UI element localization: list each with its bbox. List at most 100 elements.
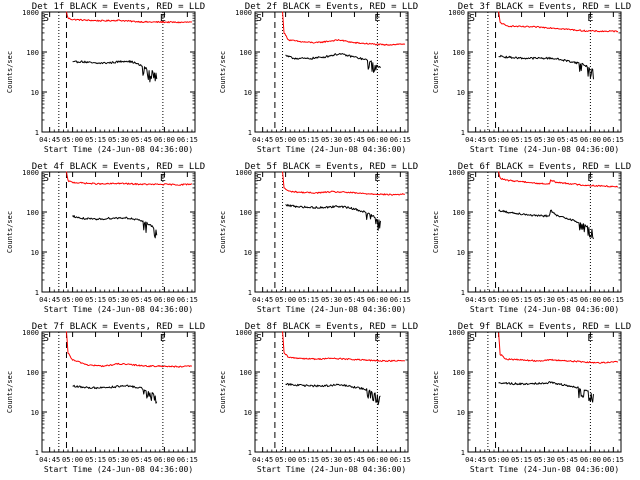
y-tick-label: 1000 xyxy=(235,329,252,337)
y-tick-label: 1000 xyxy=(448,9,465,17)
detector-panel-6: Det 6f BLACK = Events, RED = LLD 1 10 100 10… xyxy=(426,160,639,320)
panel-title: Det 1f BLACK = Events, RED = LLD xyxy=(32,2,205,12)
y-tick-label: 1000 xyxy=(235,169,252,177)
x-tick-label: 05:00 xyxy=(488,296,509,304)
x-tick-label: 05:30 xyxy=(108,456,129,464)
events-series-line xyxy=(498,209,594,240)
end-marker: E xyxy=(160,13,166,24)
events-series-line xyxy=(285,52,381,73)
x-axis-label: Start Time (24-Jun-08 04:36:00) xyxy=(257,145,406,154)
x-tick-label: 05:45 xyxy=(344,136,365,144)
x-tick-label: 05:30 xyxy=(321,136,342,144)
end-marker: E xyxy=(160,333,166,344)
y-axis-label: Counts/sec xyxy=(219,371,227,413)
x-tick-label: 06:00 xyxy=(367,456,388,464)
lld-series-line xyxy=(498,332,619,364)
detector-panel-8: Det 8f BLACK = Events, RED = LLD 1 10 100 10… xyxy=(213,320,426,480)
plot-frame xyxy=(41,11,196,133)
x-tick-label: 06:15 xyxy=(177,456,198,464)
y-tick-label: 1 xyxy=(35,129,39,137)
detector-chart-6: Det 6f BLACK = Events, RED = LLD 1 10 100 10… xyxy=(432,162,631,314)
panel-title: Det 7f BLACK = Events, RED = LLD xyxy=(32,322,205,332)
x-tick-label: 06:00 xyxy=(580,456,601,464)
lld-series-line xyxy=(282,171,406,196)
start-marker: S xyxy=(256,13,262,24)
start-marker: S xyxy=(469,173,475,184)
events-series-line xyxy=(498,54,594,80)
x-tick-label: 05:45 xyxy=(557,296,578,304)
x-tick-label: 06:15 xyxy=(177,296,198,304)
lld-series-line xyxy=(282,11,406,46)
lld-series-line xyxy=(498,171,619,188)
y-tick-label: 1000 xyxy=(235,9,252,17)
x-tick-label: 05:15 xyxy=(298,296,319,304)
x-tick-label: 06:15 xyxy=(603,296,624,304)
plot-frame xyxy=(254,171,409,293)
detector-panel-9: Det 9f BLACK = Events, RED = LLD 1 10 100 10… xyxy=(426,320,639,480)
plot-frame xyxy=(467,11,622,133)
plot-frame xyxy=(41,331,196,453)
y-tick-label: 1 xyxy=(35,449,39,457)
panel-title: Det 4f BLACK = Events, RED = LLD xyxy=(32,162,205,172)
x-axis-label: Start Time (24-Jun-08 04:36:00) xyxy=(470,465,619,474)
plot-frame xyxy=(41,171,196,293)
y-tick-label: 100 xyxy=(26,49,39,57)
y-tick-label: 1 xyxy=(248,289,252,297)
end-marker: E xyxy=(374,333,380,344)
x-axis-label: Start Time (24-Jun-08 04:36:00) xyxy=(257,465,406,474)
x-tick-label: 05:00 xyxy=(62,456,83,464)
y-axis-label: Counts/sec xyxy=(6,371,14,413)
end-marker: E xyxy=(587,173,593,184)
y-tick-label: 1000 xyxy=(448,169,465,177)
detector-chart-1: Det 1f BLACK = Events, RED = LLD 1 10 100 10… xyxy=(6,2,205,154)
x-tick-label: 05:15 xyxy=(511,456,532,464)
x-tick-label: 04:45 xyxy=(39,296,60,304)
y-axis-label: Counts/sec xyxy=(432,371,440,413)
x-axis-label: Start Time (24-Jun-08 04:36:00) xyxy=(470,305,619,314)
y-tick-label: 10 xyxy=(457,409,465,417)
detector-chart-4: Det 4f BLACK = Events, RED = LLD 1 10 100 10… xyxy=(6,162,205,314)
x-tick-label: 06:00 xyxy=(154,456,175,464)
x-tick-label: 05:15 xyxy=(298,136,319,144)
x-tick-label: 05:45 xyxy=(131,136,152,144)
detector-panel-2: Det 2f BLACK = Events, RED = LLD 1 10 100 10… xyxy=(213,0,426,160)
x-tick-label: 05:30 xyxy=(108,296,129,304)
x-tick-label: 06:00 xyxy=(367,136,388,144)
plot-frame xyxy=(467,331,622,453)
panel-title: Det 8f BLACK = Events, RED = LLD xyxy=(245,322,418,332)
y-tick-label: 10 xyxy=(31,409,39,417)
x-tick-label: 05:15 xyxy=(85,296,106,304)
x-tick-label: 06:15 xyxy=(390,296,411,304)
y-tick-label: 1000 xyxy=(22,169,39,177)
start-marker: S xyxy=(43,173,49,184)
y-tick-label: 1 xyxy=(248,129,252,137)
x-tick-label: 06:15 xyxy=(603,136,624,144)
x-tick-label: 05:00 xyxy=(488,456,509,464)
y-tick-label: 1000 xyxy=(22,329,39,337)
y-axis-label: Counts/sec xyxy=(219,211,227,253)
x-tick-label: 05:15 xyxy=(85,456,106,464)
x-tick-label: 06:15 xyxy=(390,456,411,464)
lld-series-line xyxy=(65,171,193,186)
y-tick-label: 10 xyxy=(244,409,252,417)
detector-chart-2: Det 2f BLACK = Events, RED = LLD 1 10 100 10… xyxy=(219,2,418,154)
panel-title: Det 6f BLACK = Events, RED = LLD xyxy=(458,162,631,172)
y-tick-label: 100 xyxy=(26,209,39,217)
y-tick-label: 100 xyxy=(26,369,39,377)
y-tick-label: 10 xyxy=(31,249,39,257)
x-tick-label: 05:45 xyxy=(131,296,152,304)
y-axis-label: Counts/sec xyxy=(6,211,14,253)
y-tick-label: 100 xyxy=(239,49,252,57)
x-tick-label: 06:00 xyxy=(154,136,175,144)
start-marker: S xyxy=(469,333,475,344)
events-series-line xyxy=(285,382,381,406)
detector-chart-7: Det 7f BLACK = Events, RED = LLD 1 10 100 10… xyxy=(6,322,205,474)
y-tick-label: 100 xyxy=(239,369,252,377)
y-tick-label: 1000 xyxy=(22,9,39,17)
x-tick-label: 04:45 xyxy=(465,456,486,464)
panel-title: Det 5f BLACK = Events, RED = LLD xyxy=(245,162,418,172)
end-marker: E xyxy=(374,173,380,184)
y-tick-label: 1000 xyxy=(448,329,465,337)
x-tick-label: 05:00 xyxy=(62,296,83,304)
